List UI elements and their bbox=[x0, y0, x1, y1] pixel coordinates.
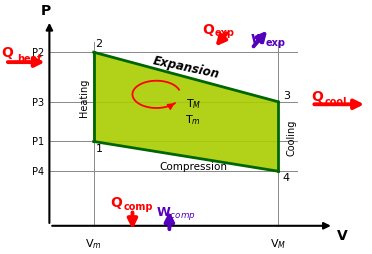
Text: Q: Q bbox=[203, 23, 215, 37]
Text: exp: exp bbox=[214, 28, 234, 38]
Text: Compression: Compression bbox=[159, 162, 227, 172]
Text: V$_m$: V$_m$ bbox=[85, 236, 102, 249]
Text: Heating: Heating bbox=[80, 78, 89, 117]
Text: exp: exp bbox=[265, 38, 285, 48]
Text: Q: Q bbox=[1, 46, 13, 60]
Text: Q: Q bbox=[110, 196, 122, 209]
Polygon shape bbox=[94, 53, 278, 171]
Text: 4: 4 bbox=[283, 173, 290, 183]
Text: W: W bbox=[251, 33, 266, 46]
Text: 1: 1 bbox=[96, 143, 103, 153]
Text: Expansion: Expansion bbox=[151, 54, 221, 81]
Text: V$_M$: V$_M$ bbox=[270, 236, 286, 249]
Text: 3: 3 bbox=[283, 90, 290, 100]
Text: comp: comp bbox=[124, 202, 154, 212]
Text: T$_M$: T$_M$ bbox=[186, 97, 201, 110]
Text: V: V bbox=[337, 228, 348, 242]
Text: P1: P1 bbox=[32, 137, 44, 147]
Text: Cooling: Cooling bbox=[286, 119, 296, 155]
Text: 2: 2 bbox=[96, 39, 103, 49]
Text: heat: heat bbox=[17, 54, 42, 64]
Text: P4: P4 bbox=[32, 167, 44, 177]
Text: Q: Q bbox=[311, 89, 323, 103]
Text: P2: P2 bbox=[32, 48, 44, 58]
Text: cool: cool bbox=[324, 96, 347, 106]
Text: P3: P3 bbox=[32, 98, 44, 107]
Text: W$_{comp}$: W$_{comp}$ bbox=[157, 204, 196, 221]
Text: P: P bbox=[41, 5, 51, 18]
Text: T$_m$: T$_m$ bbox=[185, 113, 201, 126]
